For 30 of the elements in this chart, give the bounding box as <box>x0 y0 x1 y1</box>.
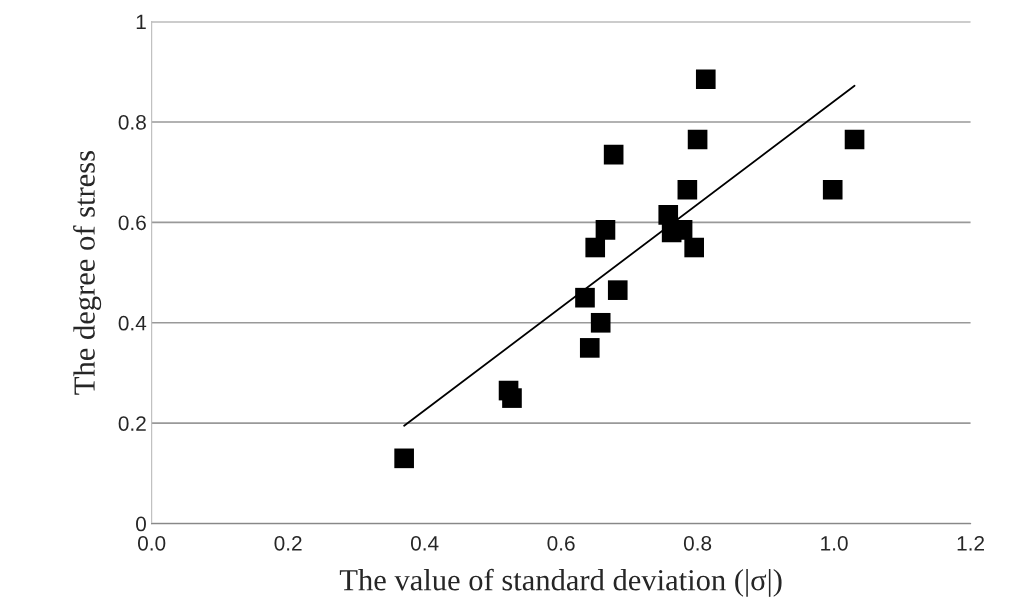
y-tick-label: 0.2 <box>118 416 146 431</box>
x-tick-label: 1.2 <box>957 535 984 551</box>
point <box>579 338 600 358</box>
point <box>575 287 595 308</box>
y-tick-label: 0.6 <box>118 215 146 231</box>
point <box>684 237 704 258</box>
y-tick-label: 1 <box>136 14 146 30</box>
y-axis-title: The degree of stress <box>73 151 102 395</box>
point <box>687 129 708 150</box>
point <box>585 237 606 258</box>
x-tick-label: 0.4 <box>410 535 439 551</box>
point <box>502 388 522 408</box>
point <box>603 144 624 165</box>
x-tick-label: 0.2 <box>274 535 302 551</box>
point <box>394 448 414 469</box>
point <box>590 312 611 333</box>
point <box>822 179 843 200</box>
point <box>677 179 698 200</box>
point <box>695 69 716 90</box>
x-tick-label: 0.8 <box>683 535 712 551</box>
x-axis-title: The value of standard deviation (|σ|) <box>339 568 782 597</box>
y-tick-label: 0.8 <box>118 114 146 130</box>
x-tick-label: 0.6 <box>547 535 575 551</box>
point <box>607 280 628 300</box>
point <box>595 220 616 240</box>
point <box>844 129 865 150</box>
x-tick-label: 1.0 <box>821 535 848 551</box>
y-tick-label: 0.4 <box>118 315 147 331</box>
x-tick-label: 0.0 <box>137 535 166 551</box>
y-tick-label: 0 <box>136 516 146 532</box>
